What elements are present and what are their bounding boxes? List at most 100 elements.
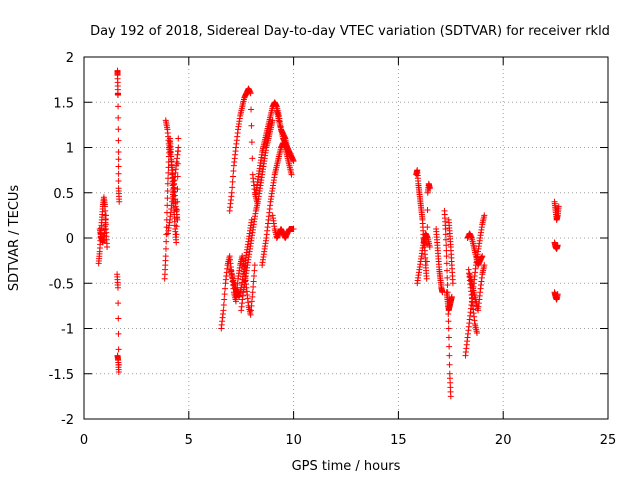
data-point bbox=[248, 139, 255, 146]
data-point bbox=[163, 231, 170, 238]
data-point bbox=[115, 177, 122, 184]
y-tick-label: 0 bbox=[66, 232, 74, 247]
x-tick-label: 15 bbox=[390, 433, 407, 448]
y-tick-label: 2 bbox=[66, 51, 74, 66]
data-point bbox=[248, 106, 255, 113]
data-point bbox=[446, 352, 453, 359]
data-point bbox=[444, 274, 451, 281]
data-point bbox=[162, 253, 169, 260]
data-point bbox=[162, 245, 169, 252]
x-tick-label: 25 bbox=[600, 433, 617, 448]
data-point bbox=[115, 300, 122, 307]
plot-frame bbox=[83, 56, 609, 420]
data-point bbox=[174, 186, 181, 193]
x-axis-label: GPS time / hours bbox=[292, 459, 401, 474]
data-point bbox=[247, 90, 254, 97]
data-point bbox=[104, 244, 111, 251]
data-point bbox=[229, 178, 236, 185]
x-tick-label: 20 bbox=[495, 433, 512, 448]
data-point bbox=[115, 163, 122, 170]
y-tick-label: -1.5 bbox=[49, 368, 74, 383]
data-point bbox=[115, 346, 122, 353]
data-point bbox=[424, 206, 431, 213]
data-point bbox=[164, 187, 171, 194]
data-point bbox=[290, 225, 297, 232]
y-tick-label: 0.5 bbox=[53, 187, 74, 202]
data-point bbox=[249, 289, 256, 296]
data-point bbox=[443, 253, 450, 260]
data-point bbox=[288, 171, 295, 178]
data-point bbox=[221, 296, 228, 303]
y-axis-label: SDTVAR / TECUs bbox=[7, 185, 22, 292]
data-point bbox=[103, 212, 110, 219]
data-point bbox=[446, 361, 453, 368]
data-point bbox=[248, 122, 255, 129]
data-point bbox=[250, 283, 257, 290]
data-point bbox=[555, 203, 562, 210]
data-point bbox=[474, 330, 480, 337]
y-tick-label: 1 bbox=[66, 142, 74, 157]
data-point bbox=[423, 258, 430, 265]
data-point bbox=[114, 284, 121, 291]
data-point bbox=[222, 285, 229, 292]
data-point bbox=[554, 242, 561, 249]
data-point bbox=[228, 189, 235, 196]
data-point bbox=[481, 212, 488, 219]
data-point bbox=[444, 267, 451, 274]
data-point bbox=[250, 273, 257, 280]
data-point bbox=[115, 170, 122, 177]
data-point bbox=[426, 244, 433, 251]
y-tick-label: -0.5 bbox=[49, 277, 74, 292]
data-point bbox=[164, 180, 171, 187]
data-point bbox=[423, 275, 430, 282]
data-point bbox=[479, 253, 486, 260]
data-point bbox=[290, 158, 297, 165]
data-point bbox=[445, 325, 452, 332]
data-point bbox=[251, 267, 258, 274]
data-point bbox=[230, 168, 237, 175]
data-point bbox=[115, 114, 122, 121]
data-point bbox=[230, 173, 237, 180]
data-point bbox=[115, 156, 122, 163]
data-point bbox=[554, 291, 561, 298]
data-point bbox=[249, 155, 256, 162]
data-point bbox=[163, 238, 170, 245]
data-point bbox=[115, 137, 122, 144]
data-point bbox=[174, 216, 181, 223]
data-point bbox=[446, 343, 453, 350]
y-tick-label: -1 bbox=[61, 323, 74, 338]
data-point bbox=[115, 126, 122, 133]
data-point bbox=[173, 239, 180, 246]
grid-lines bbox=[84, 57, 608, 419]
x-tick-label: 0 bbox=[80, 433, 88, 448]
data-point bbox=[443, 260, 450, 267]
data-point bbox=[115, 368, 122, 375]
data-point bbox=[173, 223, 180, 230]
data-point bbox=[424, 224, 431, 231]
data-point bbox=[442, 236, 449, 243]
x-tick-label: 5 bbox=[185, 433, 193, 448]
data-point bbox=[442, 231, 449, 238]
data-point bbox=[269, 117, 276, 124]
data-point bbox=[175, 135, 182, 142]
data-point bbox=[251, 262, 258, 269]
data-point bbox=[221, 291, 228, 298]
x-tick-labels: 0 5 10 15 20 25 bbox=[80, 433, 616, 448]
data-point bbox=[114, 92, 121, 99]
data-point bbox=[447, 393, 454, 400]
data-point bbox=[426, 185, 433, 192]
data-point bbox=[445, 318, 452, 325]
data-point bbox=[175, 144, 182, 151]
chart-title: Day 192 of 2018, Sidereal Day-to-day VTE… bbox=[90, 24, 610, 39]
axis-ticks bbox=[83, 56, 609, 420]
data-point bbox=[115, 330, 122, 337]
data-point bbox=[220, 301, 227, 308]
data-point bbox=[442, 225, 449, 232]
data-point bbox=[115, 315, 122, 322]
data-point bbox=[173, 231, 180, 238]
data-point bbox=[444, 282, 451, 289]
data-point bbox=[445, 334, 452, 341]
data-point bbox=[164, 195, 171, 202]
data-point bbox=[481, 262, 488, 269]
